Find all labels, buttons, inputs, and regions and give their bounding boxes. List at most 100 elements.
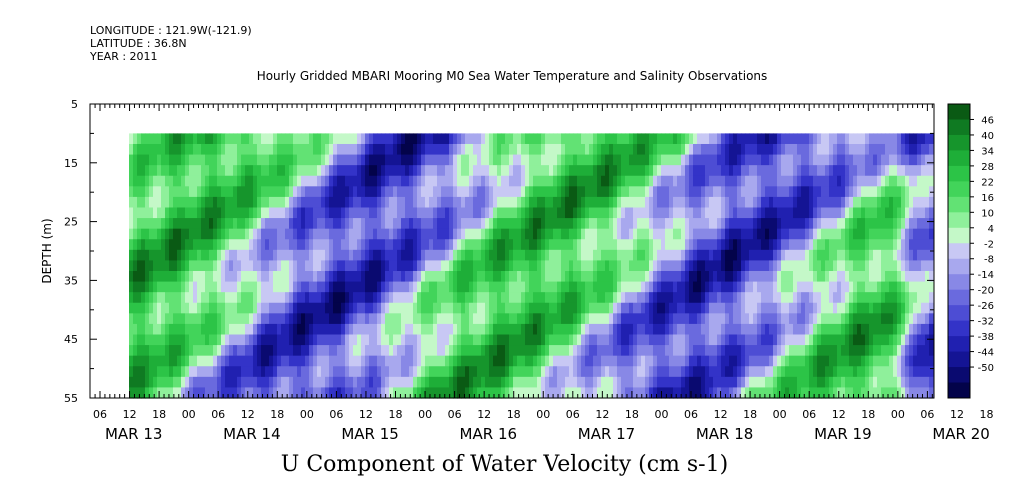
heatmap-cell: [797, 323, 802, 336]
heatmap-cell: [197, 239, 202, 251]
heatmap-cell: [133, 313, 138, 325]
heatmap-cell: [233, 345, 238, 357]
heatmap-cell: [345, 175, 350, 187]
heatmap-cell: [253, 376, 258, 389]
heatmap-cell: [537, 239, 542, 251]
heatmap-cell: [137, 154, 142, 166]
heatmap-cell: [473, 133, 478, 145]
heatmap-cell: [449, 345, 454, 357]
heatmap-cell: [517, 165, 522, 177]
heatmap-cell: [925, 143, 930, 156]
heatmap-cell: [149, 218, 154, 230]
heatmap-cell: [889, 249, 894, 261]
heatmap-cell: [661, 186, 666, 198]
heatmap-cell: [445, 387, 450, 399]
heatmap-cell: [769, 154, 774, 166]
heatmap-cell: [745, 270, 750, 283]
heatmap-cell: [493, 313, 498, 325]
heatmap-cell: [361, 133, 366, 145]
heatmap-cell: [221, 165, 226, 177]
heatmap-cell: [549, 175, 554, 187]
heatmap-cell: [741, 143, 746, 156]
heatmap-cell: [621, 186, 626, 198]
heatmap-cell: [521, 281, 526, 293]
heatmap-cell: [693, 376, 698, 389]
heatmap-cell: [241, 154, 246, 166]
heatmap-cell: [477, 239, 482, 251]
heatmap-cell: [665, 186, 670, 198]
heatmap-cell: [533, 366, 538, 378]
heatmap-cell: [661, 228, 666, 240]
heatmap-cell: [861, 186, 866, 198]
heatmap-cell: [357, 165, 362, 177]
heatmap-cell: [257, 366, 262, 378]
heatmap-cell: [821, 302, 826, 314]
heatmap-cell: [317, 186, 322, 198]
heatmap-cell: [829, 313, 834, 325]
heatmap-cell: [249, 218, 254, 230]
heatmap-cell: [869, 186, 874, 198]
heatmap-cell: [897, 302, 902, 314]
heatmap-cell: [733, 186, 738, 198]
heatmap-cell: [165, 260, 170, 272]
heatmap-cell: [485, 313, 490, 325]
heatmap-cell: [449, 387, 454, 399]
heatmap-cell: [721, 249, 726, 261]
heatmap-cell: [577, 207, 582, 219]
heatmap-cell: [413, 345, 418, 357]
heatmap-cell: [761, 270, 766, 283]
heatmap-cell: [193, 345, 198, 357]
heatmap-cell: [593, 154, 598, 166]
heatmap-cell: [205, 143, 210, 156]
heatmap-cell: [593, 165, 598, 177]
heatmap-cell: [733, 143, 738, 156]
heatmap-cell: [157, 154, 162, 166]
heatmap-cell: [641, 196, 646, 209]
heatmap-cell: [757, 249, 762, 261]
heatmap-cell: [177, 218, 182, 230]
heatmap-cell: [861, 143, 866, 156]
heatmap-cell: [417, 218, 422, 230]
heatmap-cell: [765, 366, 770, 378]
heatmap-cell: [505, 260, 510, 272]
heatmap-cell: [369, 154, 374, 166]
heatmap-cell: [549, 249, 554, 261]
heatmap-cell: [901, 239, 906, 251]
heatmap-cell: [193, 186, 198, 198]
heatmap-cell: [685, 186, 690, 198]
heatmap-cell: [173, 323, 178, 336]
heatmap-cell: [773, 165, 778, 177]
heatmap-cell: [913, 355, 918, 367]
heatmap-cell: [357, 387, 362, 399]
heatmap-cell: [549, 376, 554, 389]
heatmap-cell: [773, 334, 778, 346]
heatmap-cell: [501, 186, 506, 198]
heatmap-cell: [729, 260, 734, 272]
heatmap-cell: [921, 228, 926, 240]
heatmap-cell: [373, 154, 378, 166]
heatmap-cell: [905, 292, 910, 304]
heatmap-cell: [409, 218, 414, 230]
heatmap-cell: [189, 260, 194, 272]
heatmap-cell: [373, 281, 378, 293]
heatmap-cell: [549, 323, 554, 336]
heatmap-cell: [377, 313, 382, 325]
heatmap-cell: [409, 355, 414, 367]
heatmap-cell: [405, 376, 410, 389]
heatmap-cell: [657, 207, 662, 219]
heatmap-cell: [313, 323, 318, 336]
heatmap-cell: [461, 376, 466, 389]
heatmap-cell: [357, 218, 362, 230]
heatmap-cell: [733, 313, 738, 325]
heatmap-cell: [705, 366, 710, 378]
heatmap-cell: [725, 186, 730, 198]
heatmap-cell: [721, 387, 726, 399]
heatmap-cell: [577, 228, 582, 240]
heatmap-cell: [829, 196, 834, 209]
heatmap-cell: [141, 143, 146, 156]
heatmap-cell: [801, 313, 806, 325]
heatmap-cell: [409, 334, 414, 346]
heatmap-cell: [489, 143, 494, 156]
heatmap-cell: [813, 366, 818, 378]
heatmap-cell: [709, 249, 714, 261]
